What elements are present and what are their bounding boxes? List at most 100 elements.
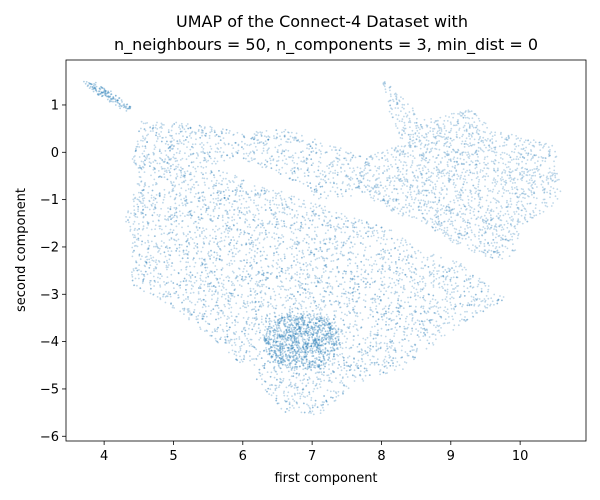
scatter-point <box>210 171 213 174</box>
scatter-point <box>290 131 293 134</box>
scatter-point <box>315 266 317 268</box>
scatter-point <box>383 342 386 345</box>
scatter-point <box>275 262 278 264</box>
scatter-point <box>225 177 227 180</box>
scatter-point <box>245 321 248 323</box>
scatter-point <box>255 244 257 247</box>
scatter-point <box>349 246 351 249</box>
scatter-point <box>142 208 145 211</box>
scatter-point <box>276 263 279 266</box>
scatter-point <box>226 229 229 232</box>
scatter-point <box>182 293 185 296</box>
scatter-point <box>351 374 354 377</box>
scatter-point <box>377 363 380 366</box>
scatter-point <box>239 345 241 348</box>
scatter-point <box>410 291 413 294</box>
scatter-point <box>323 401 325 404</box>
scatter-point <box>358 296 361 299</box>
scatter-point <box>187 225 190 228</box>
scatter-point <box>350 273 353 275</box>
scatter-point <box>255 378 258 381</box>
scatter-point <box>182 174 185 177</box>
scatter-point <box>171 231 174 234</box>
scatter-point <box>306 310 308 313</box>
scatter-point <box>364 374 367 377</box>
scatter-point <box>319 204 321 207</box>
scatter-point <box>241 187 243 190</box>
scatter-point <box>264 293 267 296</box>
scatter-point <box>132 251 134 254</box>
scatter-point <box>331 396 334 399</box>
scatter-point <box>169 171 171 174</box>
scatter-point <box>205 132 208 135</box>
scatter-point <box>388 305 390 308</box>
scatter-point <box>331 161 334 164</box>
scatter-point <box>154 159 157 162</box>
scatter-point <box>192 257 195 260</box>
scatter-point <box>169 167 172 170</box>
scatter-point <box>192 291 195 294</box>
scatter-point <box>167 291 170 293</box>
scatter-point <box>241 277 244 280</box>
scatter-point <box>202 227 204 230</box>
scatter-point <box>317 378 320 380</box>
scatter-point <box>357 367 360 369</box>
scatter-point <box>448 321 451 324</box>
scatter-point <box>176 142 179 145</box>
scatter-point <box>397 299 399 302</box>
scatter-point <box>421 328 424 330</box>
scatter-point <box>223 314 226 317</box>
scatter-point <box>424 282 427 285</box>
scatter-point <box>166 259 168 262</box>
scatter-point <box>166 140 168 143</box>
scatter-point <box>269 319 271 322</box>
scatter-point <box>352 325 355 328</box>
scatter-point <box>315 384 318 387</box>
scatter-point <box>461 268 464 271</box>
scatter-point <box>186 253 189 256</box>
scatter-point <box>268 350 271 353</box>
scatter-point <box>167 250 170 253</box>
scatter-point <box>249 290 252 292</box>
scatter-point <box>248 160 251 163</box>
scatter-point <box>175 132 178 135</box>
scatter-point <box>233 213 235 216</box>
scatter-point <box>302 182 305 185</box>
scatter-point <box>224 235 227 238</box>
scatter-point <box>275 304 278 307</box>
scatter-point <box>307 174 309 177</box>
scatter-point <box>189 313 192 316</box>
scatter-point <box>289 287 292 289</box>
scatter-point <box>384 251 387 254</box>
scatter-point <box>150 162 152 165</box>
scatter-point <box>226 333 229 336</box>
scatter-point <box>170 129 173 132</box>
scatter-point <box>275 394 278 397</box>
scatter-point <box>293 384 296 386</box>
scatter-point <box>239 229 242 231</box>
scatter-point <box>187 155 190 158</box>
scatter-point <box>201 217 204 220</box>
scatter-point <box>143 264 146 267</box>
scatter-point <box>349 262 351 265</box>
scatter-point <box>138 264 141 266</box>
scatter-point <box>429 308 431 310</box>
scatter-point <box>394 247 397 249</box>
scatter-point <box>290 156 293 158</box>
scatter-point <box>268 136 271 139</box>
scatter-point <box>355 362 358 365</box>
scatter-point <box>335 211 338 214</box>
scatter-point <box>343 359 345 362</box>
scatter-point <box>323 320 326 323</box>
scatter-point <box>346 303 349 306</box>
scatter-point <box>376 334 379 337</box>
scatter-point <box>210 218 212 220</box>
scatter-point <box>280 360 283 363</box>
scatter-point <box>394 261 397 263</box>
scatter-point <box>196 205 199 208</box>
scatter-point <box>472 315 474 318</box>
scatter-point <box>364 294 367 296</box>
scatter-point <box>328 318 330 321</box>
scatter-point <box>283 257 286 260</box>
scatter-point <box>344 242 347 245</box>
